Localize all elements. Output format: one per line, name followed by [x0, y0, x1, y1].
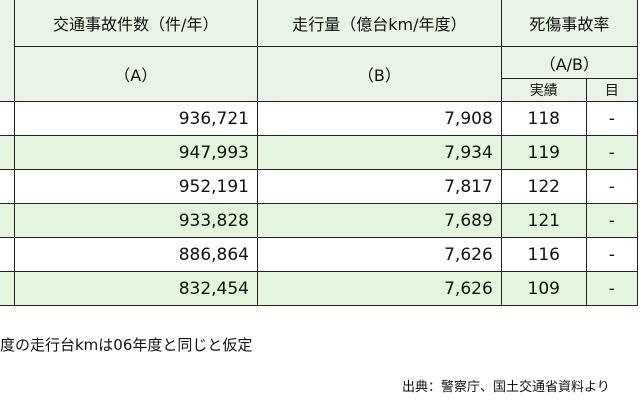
- distance-cell: 7,689: [257, 203, 502, 238]
- header-row-2: （A） （B） （A/B）: [0, 46, 639, 102]
- table-row: 832,454 7,626 109 -: [0, 271, 639, 306]
- header-distance: 走行量（億台km/年度）: [257, 0, 502, 47]
- target-rate-cell: -: [585, 271, 639, 306]
- distance-cell: 7,934: [257, 135, 502, 170]
- table-row: 947,993 7,934 119 -: [0, 135, 639, 170]
- actual-rate-cell: 121: [500, 203, 587, 238]
- target-rate-cell: -: [585, 237, 639, 272]
- row-label-cell: [0, 169, 15, 204]
- distance-cell: 7,626: [257, 237, 502, 272]
- actual-rate-cell: 116: [500, 237, 587, 272]
- actual-rate-cell: 119: [500, 135, 587, 170]
- target-rate-cell: -: [585, 169, 639, 204]
- accidents-cell: 936,721: [13, 101, 259, 136]
- row-label-cell: [0, 271, 15, 306]
- table-row: 936,721 7,908 118 -: [0, 101, 639, 136]
- header-row-1: 交通事故件数（件/年） 走行量（億台km/年度） 死傷事故率: [0, 0, 639, 102]
- row-label-cell: [0, 135, 15, 170]
- subheader-accidents: （A）: [13, 46, 259, 102]
- actual-rate-cell: 118: [500, 101, 587, 136]
- subheader-rate: （A/B）: [500, 46, 639, 79]
- table-row: 952,191 7,817 122 -: [0, 169, 639, 204]
- header-target: 目: [585, 78, 639, 102]
- row-label-cell: [0, 203, 15, 238]
- footnote: 度の走行台kmは06年度と同じと仮定: [0, 336, 253, 354]
- accidents-cell: 832,454: [13, 271, 259, 306]
- accidents-cell: 952,191: [13, 169, 259, 204]
- accidents-cell: 886,864: [13, 237, 259, 272]
- header-row-3: 実績 目: [0, 78, 639, 102]
- actual-rate-cell: 109: [500, 271, 587, 306]
- accident-rate-table: 交通事故件数（件/年） 走行量（億台km/年度） 死傷事故率 （A） （B） （…: [0, 0, 639, 306]
- subheader-distance: （B）: [257, 46, 502, 102]
- header-accidents: 交通事故件数（件/年）: [13, 0, 259, 47]
- header-blank-cell: [0, 0, 15, 102]
- source-citation: 出典：警察庁、国土交通省資料より: [402, 380, 610, 395]
- table-row: 886,864 7,626 116 -: [0, 237, 639, 272]
- accidents-cell: 947,993: [13, 135, 259, 170]
- table-row: 933,828 7,689 121 -: [0, 203, 639, 238]
- actual-rate-cell: 122: [500, 169, 587, 204]
- row-label-cell: [0, 237, 15, 272]
- distance-cell: 7,908: [257, 101, 502, 136]
- header-rate: 死傷事故率: [500, 0, 639, 47]
- accidents-cell: 933,828: [13, 203, 259, 238]
- target-rate-cell: -: [585, 203, 639, 238]
- header-actual: 実績: [500, 78, 587, 102]
- row-label-cell: [0, 101, 15, 136]
- target-rate-cell: -: [585, 135, 639, 170]
- target-rate-cell: -: [585, 101, 639, 136]
- distance-cell: 7,817: [257, 169, 502, 204]
- distance-cell: 7,626: [257, 271, 502, 306]
